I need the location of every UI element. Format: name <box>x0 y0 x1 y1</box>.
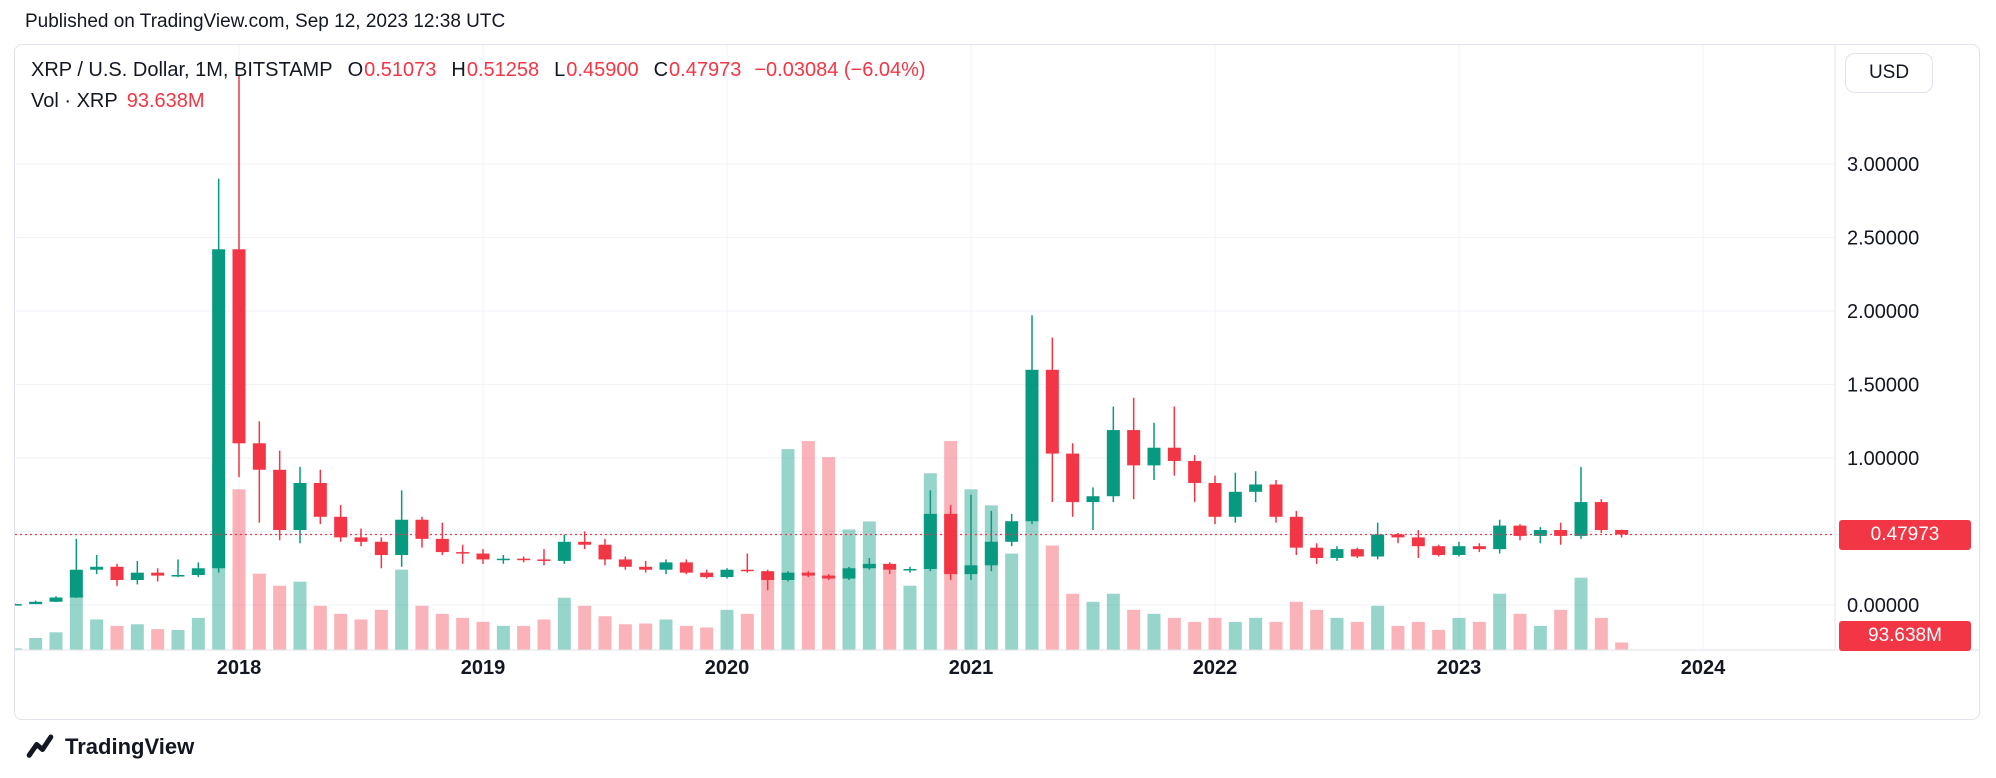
volume-badge: 93.638M <box>1839 621 1971 651</box>
candles <box>15 75 1629 606</box>
svg-text:1.50000: 1.50000 <box>1847 375 1919 397</box>
chart-card: 3.00000 2.50000 2.00000 1.50000 1.00000 0.000… <box>14 44 1980 720</box>
svg-text:2.50000: 2.50000 <box>1847 228 1919 250</box>
svg-text:2022: 2022 <box>1193 657 1238 679</box>
svg-text:2021: 2021 <box>949 657 994 679</box>
svg-text:2019: 2019 <box>461 657 506 679</box>
svg-text:2018: 2018 <box>217 657 262 679</box>
svg-text:2024: 2024 <box>1681 657 1726 679</box>
volume-bars <box>15 441 1629 650</box>
svg-text:2.00000: 2.00000 <box>1847 301 1919 323</box>
tradingview-logo-icon <box>26 734 54 758</box>
svg-text:2023: 2023 <box>1437 657 1482 679</box>
svg-text:1.00000: 1.00000 <box>1847 448 1919 470</box>
svg-text:0.00000: 0.00000 <box>1847 595 1919 617</box>
axis-labels: 3.00000 2.50000 2.00000 1.50000 1.00000 0.000… <box>217 154 1920 679</box>
tradingview-wordmark: TradingView <box>65 734 195 759</box>
footer-brand[interactable]: TradingView <box>0 720 1996 774</box>
last-price-badge: 0.47973 <box>1839 520 1971 550</box>
candlestick-chart[interactable]: 3.00000 2.50000 2.00000 1.50000 1.00000 0.000… <box>15 45 1979 719</box>
svg-text:3.00000: 3.00000 <box>1847 154 1919 176</box>
axis-separators <box>15 45 1979 651</box>
published-bar: Published on TradingView.com, Sep 12, 20… <box>0 0 1996 44</box>
published-caption: Published on TradingView.com, Sep 12, 20… <box>25 11 506 32</box>
svg-text:2020: 2020 <box>705 657 750 679</box>
currency-toggle-button[interactable]: USD <box>1845 53 1933 93</box>
